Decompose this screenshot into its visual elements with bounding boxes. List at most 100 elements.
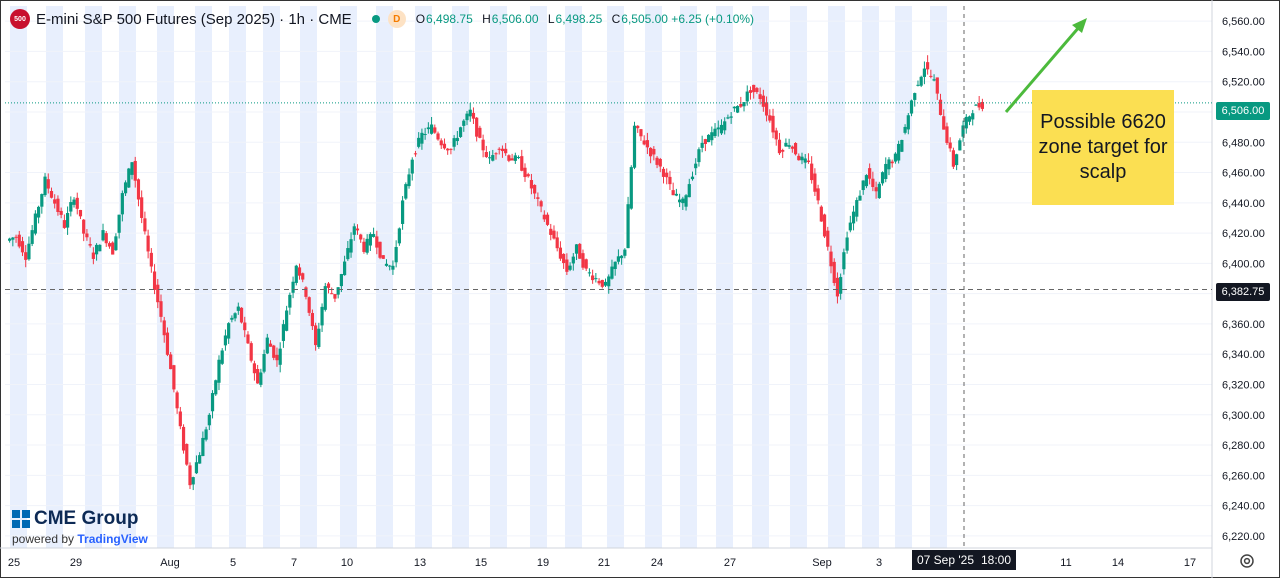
y-tick-label: 6,560.00 [1222,16,1265,28]
candle-body [349,239,353,253]
powered-by-label: powered by [12,532,75,546]
candle-body [14,236,18,238]
candle-body [24,252,28,260]
brand-name: CME Group [34,508,139,529]
candle-body [152,271,157,290]
x-tick-label: 14 [1112,557,1124,569]
x-tick-label: Aug [160,557,180,569]
candle-body [265,337,269,354]
candle-body [758,94,762,99]
candle-body [446,148,450,151]
candle-body [681,198,685,204]
candle-body [784,142,788,147]
candle-body [774,130,778,140]
candle-body [246,334,250,344]
candle-body [800,156,804,161]
candle-body [481,139,485,151]
chart-title[interactable]: E-mini S&P 500 Futures (Sep 2025) · 1h ·… [36,10,352,28]
candle-body [855,200,859,217]
candle-body [429,124,434,134]
open-key: O [415,12,426,26]
candle-body [471,112,476,119]
candle-body [188,465,192,486]
candle-body [893,153,898,162]
candle-body [220,350,224,364]
candle-body [458,127,463,137]
candle-body [462,120,466,126]
candle-body [719,124,724,134]
cme-logo-icon [12,510,30,528]
delayed-data-badge[interactable]: D [387,10,406,28]
candle-body [384,263,389,266]
session-band [607,6,624,548]
candle-body [723,121,727,131]
candle-body [755,88,759,93]
annotation-note[interactable]: Possible 6620 zone target for scalp [1032,90,1174,205]
candle-body [30,230,34,244]
candle-body [568,265,572,270]
low-value: 6,498.25 [555,12,603,26]
candle-body [678,199,682,203]
candle-body [82,219,86,234]
candle-body [207,414,211,426]
candle-body [835,277,840,297]
candle-body [491,155,495,161]
candle-body [146,235,150,252]
session-band [195,6,212,548]
candle-body [697,149,701,163]
candle-body [584,259,588,269]
x-tick-label: 29 [70,557,82,569]
candle-body [404,184,408,199]
candle-body [40,194,44,207]
candle-body [552,230,556,239]
candle-body [616,256,621,262]
candle-body [600,279,604,287]
x-tick-label: 5 [230,557,236,569]
candle-body [690,176,695,180]
candle-body [555,237,559,249]
symbol-badge-icon[interactable]: 500 [10,9,30,29]
candle-body [371,234,376,237]
candle-body [436,133,440,140]
candle-body [742,102,746,107]
candle-body [314,325,318,346]
candle-body [951,150,955,167]
candle-body [629,167,633,209]
candle-body [533,184,537,194]
y-tick-label: 6,340.00 [1222,349,1265,361]
candle-body [468,109,472,117]
gear-icon[interactable] [1238,552,1256,570]
candle-body [739,104,743,107]
candle-body [768,115,772,121]
candle-body [365,238,369,253]
session-band [340,6,357,548]
x-tick-label: 27 [724,557,736,569]
candle-body [620,255,624,259]
candle-body [655,157,659,165]
candle-body [407,174,411,187]
session-band [85,6,102,548]
candle-body [771,115,775,133]
candle-body [223,335,228,346]
candle-body [201,437,205,457]
candle-body [578,243,582,259]
crosshair-price-tag: 6,382.75 [1216,283,1270,301]
candle-body [884,163,888,179]
candle-body [301,273,305,280]
candle-body [942,116,946,130]
candle-body [668,176,672,185]
candle-body [272,345,276,358]
cme-tradingview-logo[interactable]: CME Group powered by TradingView [12,508,148,546]
candle-body [107,243,112,247]
x-tick-label: 10 [341,557,353,569]
x-tick-label: 11 [1060,557,1071,569]
candle-body [178,411,182,427]
candle-body [94,244,99,255]
candle-body [123,182,128,194]
candle-body [120,193,124,215]
candle-body [565,259,569,272]
session-band [452,6,469,548]
candle-body [971,113,975,120]
candle-body [613,261,617,270]
